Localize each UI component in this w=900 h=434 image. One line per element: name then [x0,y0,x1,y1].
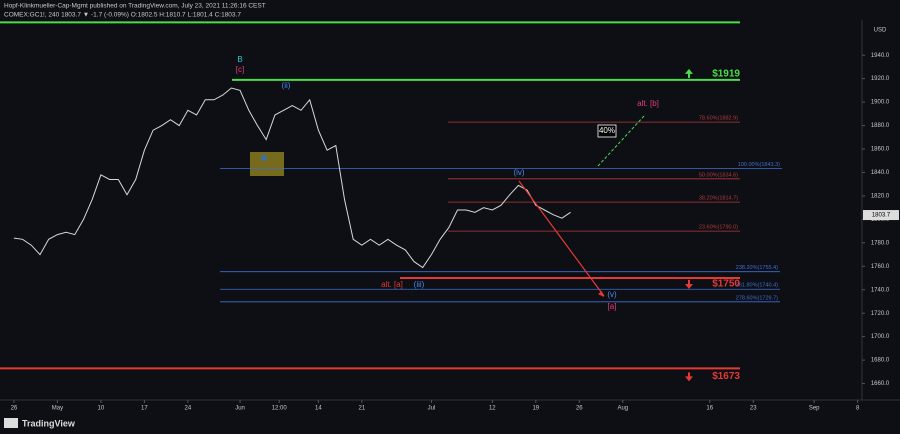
x-tick-label: Aug [617,406,628,412]
x-tick-label: 8 [856,406,860,412]
y-tick-label: 1700.0 [871,334,890,340]
x-tick-label: 10 [98,406,105,412]
level-label: 23.60%(1790.0) [699,225,738,231]
arrow-head [598,291,604,297]
highlight-box [250,152,284,176]
y-tick-label: 1840.0 [871,170,890,176]
y-tick-label: 1820.0 [871,194,890,200]
y-tick-label: 1720.0 [871,311,890,317]
label-box [597,124,617,138]
marker [261,155,267,161]
y-tick-label: 1920.0 [871,76,890,82]
x-tick-label: 17 [141,406,148,412]
level-label: 78.60%(1882.9) [699,116,738,122]
tag-arrow [685,372,693,382]
level-label: 238.20%(1755.4) [736,265,778,271]
y-tick-label: 1940.0 [871,53,890,59]
x-tick-label: 19 [532,406,539,412]
y-tick-label: 1780.0 [871,240,890,246]
quote: COMEX:GC1!, 240 1803.7 ▼ -1.7 (-0.09%) O… [4,12,241,19]
y-tick-label: 1680.0 [871,358,890,364]
y-tick-label: 1900.0 [871,100,890,106]
wave-label: (iii) [414,280,425,289]
x-tick-label: 12 [489,406,496,412]
y-tick-label: 1760.0 [871,264,890,270]
y-tick-label: 1740.0 [871,287,890,293]
last-price: 1803.7 [872,213,891,219]
wave-label: (v) [607,290,617,299]
level-label: 278.60%(1729.7) [736,295,778,301]
footer: TradingView [22,418,76,428]
price-tag: $1673 [712,371,740,382]
x-tick-label: 16 [706,406,713,412]
currency: USD [874,28,887,34]
wave-label: B [237,55,242,64]
x-tick-label: 12:00 [272,406,288,412]
y-tick-label: 1880.0 [871,123,890,129]
wave-label: alt. [a] [381,280,403,289]
wave-label: alt. [b] [637,99,659,108]
wave-label: [c] [236,65,244,74]
x-tick-label: Jul [428,406,436,412]
wave-label: (ii) [282,81,291,90]
wave-label: [a] [608,302,617,311]
projection-arrow [597,115,645,167]
last-price-box [863,210,899,221]
publisher: Hopf-Klinkmueller-Cap-Mgmt published on … [4,3,266,10]
price-line [13,87,571,269]
y-tick-label: 1860.0 [871,147,890,153]
x-tick-label: Jun [235,406,245,412]
x-tick-label: 26 [11,406,18,412]
wave-label: 40% [599,126,615,135]
projection-arrow [518,180,605,297]
logo [4,418,18,428]
tag-arrow [685,68,693,78]
y-tick-label: 1660.0 [871,381,890,387]
x-tick-label: 21 [359,406,366,412]
x-tick-label: May [52,406,63,412]
x-tick-label: 14 [315,406,322,412]
x-tick-label: Sep [809,406,820,412]
x-tick-label: 26 [576,406,583,412]
level-label: 261.80%(1740.4) [736,283,778,289]
level-label: 50.00%(1834.6) [699,172,738,178]
price-tag: $1919 [712,68,740,79]
x-tick-label: 23 [750,406,757,412]
level-label: 38.20%(1814.7) [699,196,738,202]
price-tag: $1750 [712,279,740,290]
wave-label: (iv) [513,168,524,177]
x-tick-label: 24 [185,406,192,412]
tag-arrow [685,280,693,290]
level-label: 100.00%(1843.3) [738,162,780,168]
